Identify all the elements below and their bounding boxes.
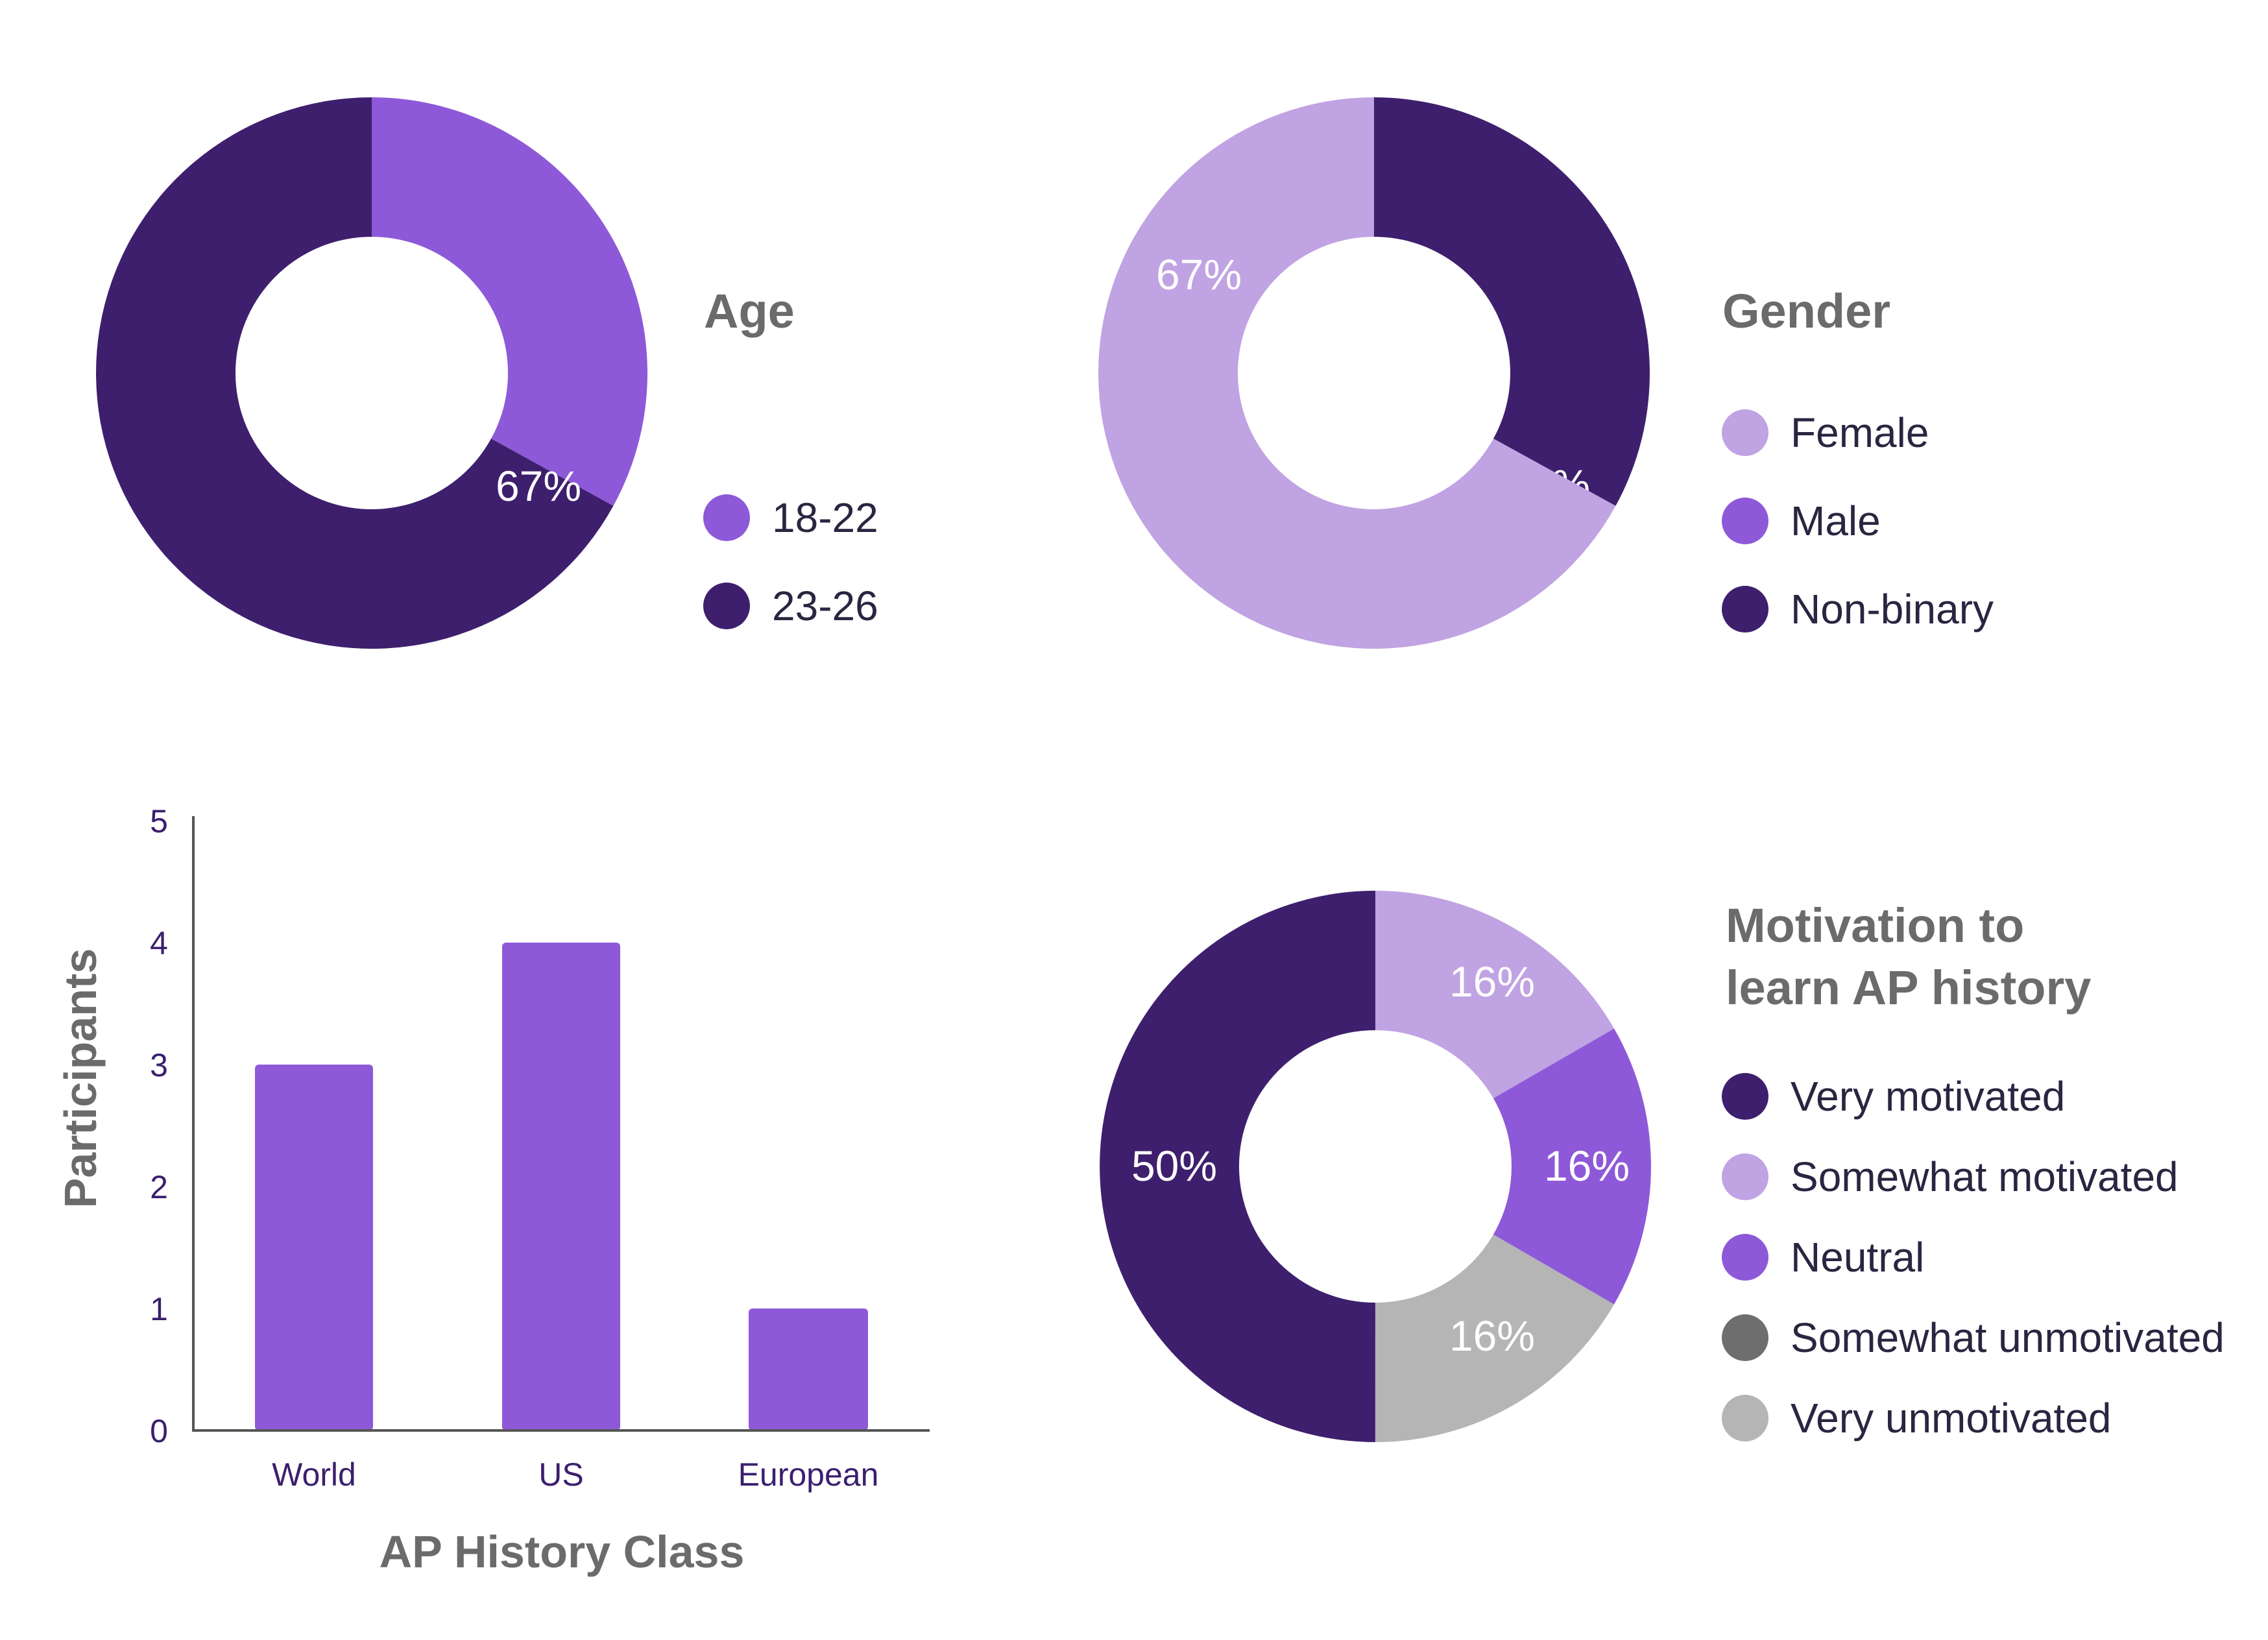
bar-us — [502, 943, 620, 1430]
motivation-slice-label-very-motivated: 50% — [1131, 1142, 1217, 1190]
motivation-legend-swatch-very-unmotivated — [1722, 1395, 1768, 1441]
motivation-slices: 16% 16% 16% 50% — [1100, 891, 1651, 1442]
y-axis-title: Participants — [55, 948, 106, 1209]
gender-slice-non-binary — [1374, 97, 1650, 506]
gender-legend-label-male: Male — [1791, 498, 1881, 544]
x-tick-european: European — [738, 1456, 879, 1493]
motivation-legend-label-very-motivated: Very motivated — [1791, 1073, 2065, 1120]
motivation-legend-swatch-somewhat-unmotivated — [1722, 1314, 1768, 1361]
motivation-slice-somewhat-motivated — [1375, 891, 1615, 1099]
y-tick-3: 3 — [150, 1047, 168, 1083]
gender-slice-female — [1098, 97, 1616, 649]
motivation-legend-label-somewhat-unmotivated: Somewhat unmotivated — [1791, 1314, 2225, 1361]
gender-title: Gender — [1722, 284, 1890, 338]
gender-legend-swatch-non-binary — [1722, 586, 1768, 633]
motivation-legend-label-somewhat-motivated: Somewhat motivated — [1791, 1153, 2178, 1200]
age-slices: 33%67% — [95, 97, 647, 649]
bar-european — [749, 1308, 868, 1430]
age-legend-label-18-22: 18-22 — [772, 494, 878, 541]
motivation-slice-neutral — [1493, 1028, 1651, 1305]
motivation-legend-label-very-unmotivated: Very unmotivated — [1791, 1395, 2112, 1441]
motivation-slice-very-unmotivated — [1375, 1235, 1615, 1442]
gender-slices: 33%67% — [1098, 97, 1650, 649]
gender-donut-chart: 33%67% Gender Female Male Non-binary — [1098, 97, 1994, 649]
x-tick-us: US — [538, 1456, 583, 1493]
gender-legend: Female Male Non-binary — [1722, 409, 1994, 633]
motivation-slice-label-somewhat-motivated: 16% — [1449, 958, 1535, 1006]
x-tick-labels: World US European — [272, 1456, 878, 1493]
gender-legend-label-non-binary: Non-binary — [1791, 586, 1994, 633]
motivation-legend-swatch-very-motivated — [1722, 1073, 1768, 1120]
x-axis-title: AP History Class — [380, 1526, 745, 1577]
y-tick-0: 0 — [150, 1413, 168, 1449]
age-slice-18-22 — [372, 97, 647, 506]
age-legend-label-23-26: 23-26 — [772, 583, 878, 629]
bar-marks — [255, 943, 868, 1430]
age-title: Age — [704, 284, 795, 338]
motivation-slice-label-neutral: 16% — [1544, 1142, 1630, 1190]
motivation-legend: Very motivated Somewhat motivated Neutral S… — [1722, 1073, 2225, 1441]
motivation-legend-swatch-neutral — [1722, 1234, 1768, 1281]
y-tick-1: 1 — [150, 1291, 168, 1327]
gender-legend-swatch-female — [1722, 409, 1768, 456]
motivation-title-line-1: Motivation to — [1726, 898, 2024, 952]
x-tick-world: World — [272, 1456, 356, 1493]
gender-slice-label-female: 67% — [1156, 250, 1242, 298]
age-legend-swatch-18-22 — [703, 494, 750, 541]
motivation-legend-swatch-somewhat-motivated — [1722, 1153, 1768, 1200]
age-slice-label-23-26: 67% — [496, 462, 581, 510]
gender-legend-swatch-male — [1722, 498, 1768, 544]
motivation-slice-very-motivated — [1100, 891, 1375, 1442]
motivation-title-line-2: learn AP history — [1726, 961, 2091, 1015]
y-tick-labels: 0 1 2 3 4 5 — [150, 803, 168, 1449]
gender-legend-label-female: Female — [1791, 409, 1929, 456]
y-tick-2: 2 — [150, 1169, 168, 1205]
age-slice-23-26 — [95, 97, 614, 649]
bar-world — [255, 1065, 373, 1430]
age-legend: 18-22 23-26 — [703, 494, 878, 629]
age-legend-swatch-23-26 — [703, 583, 750, 629]
age-donut-chart: 33%67% Age 18-22 23-26 — [95, 97, 878, 649]
y-tick-5: 5 — [150, 803, 168, 839]
motivation-donut-chart: 16% 16% 16% 50% Motivation to learn AP hist… — [1100, 891, 2225, 1442]
motivation-legend-label-neutral: Neutral — [1791, 1234, 1924, 1281]
motivation-slice-label-very-unmotivated: 16% — [1449, 1312, 1535, 1360]
y-tick-4: 4 — [150, 925, 168, 961]
